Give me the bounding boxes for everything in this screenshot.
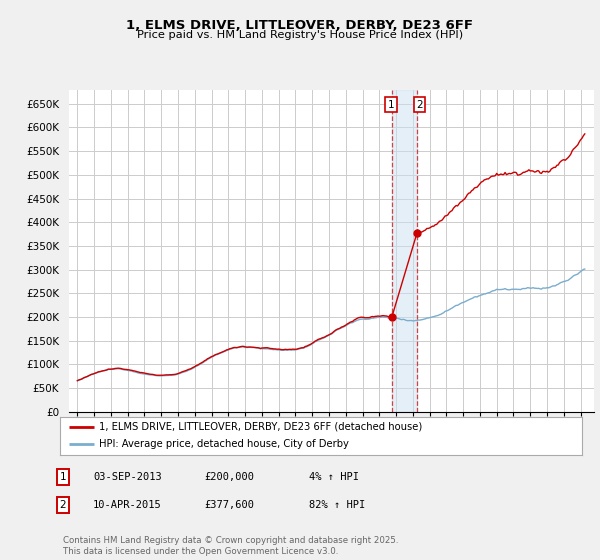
Text: £200,000: £200,000 — [204, 472, 254, 482]
Text: 10-APR-2015: 10-APR-2015 — [93, 500, 162, 510]
Text: 1: 1 — [388, 100, 394, 110]
Text: 1: 1 — [59, 472, 67, 482]
Text: 4% ↑ HPI: 4% ↑ HPI — [309, 472, 359, 482]
Text: 03-SEP-2013: 03-SEP-2013 — [93, 472, 162, 482]
Text: Contains HM Land Registry data © Crown copyright and database right 2025.
This d: Contains HM Land Registry data © Crown c… — [63, 536, 398, 556]
Text: 2: 2 — [416, 100, 423, 110]
Text: HPI: Average price, detached house, City of Derby: HPI: Average price, detached house, City… — [99, 440, 349, 450]
Text: 82% ↑ HPI: 82% ↑ HPI — [309, 500, 365, 510]
Text: £377,600: £377,600 — [204, 500, 254, 510]
Bar — [392, 90, 417, 412]
Text: 1, ELMS DRIVE, LITTLEOVER, DERBY, DE23 6FF (detached house): 1, ELMS DRIVE, LITTLEOVER, DERBY, DE23 6… — [99, 422, 422, 432]
Text: 2: 2 — [59, 500, 67, 510]
Text: Price paid vs. HM Land Registry's House Price Index (HPI): Price paid vs. HM Land Registry's House … — [137, 30, 463, 40]
Text: 1, ELMS DRIVE, LITTLEOVER, DERBY, DE23 6FF: 1, ELMS DRIVE, LITTLEOVER, DERBY, DE23 6… — [127, 19, 473, 32]
